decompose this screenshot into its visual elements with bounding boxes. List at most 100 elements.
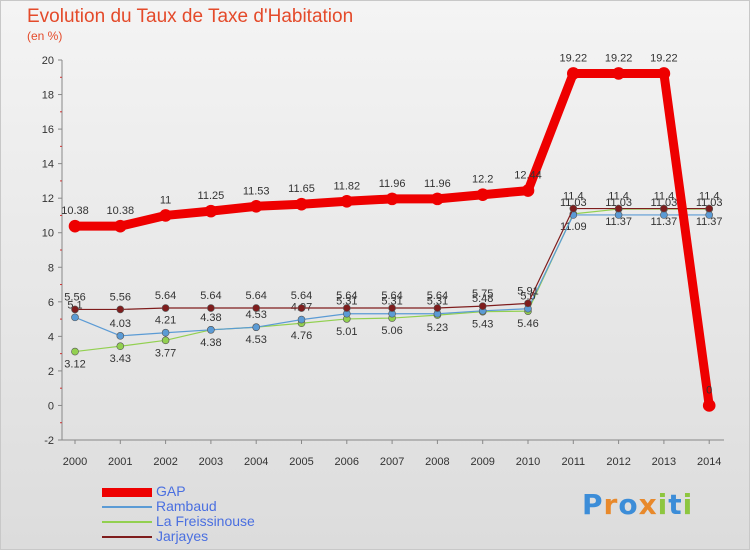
data-label: 5.31 [381, 296, 402, 308]
data-label: 5.75 [472, 288, 493, 300]
data-label: 4.53 [245, 334, 266, 346]
data-label: 5.64 [245, 290, 266, 302]
data-label: 5.1 [67, 299, 82, 311]
data-point [249, 200, 263, 213]
data-label: 11.03 [696, 197, 723, 209]
data-label: 11.4 [563, 191, 584, 203]
data-label: 5.23 [427, 322, 448, 334]
legend-swatch [102, 506, 152, 508]
logo-letter: r [603, 488, 619, 521]
series-rambaud: 5.14.034.214.384.534.975.315.315.315.485… [67, 197, 723, 340]
data-point [340, 194, 354, 208]
legend-label: Jarjayes [156, 528, 209, 544]
logo-letter: o [618, 488, 639, 521]
data-label: 4.38 [200, 312, 221, 324]
data-label: 11.53 [243, 185, 270, 197]
data-point [161, 304, 170, 312]
data-point [612, 67, 625, 80]
data-label: 0 [706, 384, 712, 396]
logo-letter: x [638, 488, 658, 521]
data-point [252, 304, 261, 312]
legend-swatch [102, 521, 152, 523]
data-point [342, 304, 351, 312]
legend-label: GAP [156, 483, 186, 499]
data-label: 11.03 [651, 197, 678, 209]
data-label: 5.31 [427, 296, 448, 308]
data-point [297, 304, 306, 312]
y-tick-label: 14 [42, 159, 54, 171]
data-label: 11.4 [608, 191, 629, 203]
y-tick-label: 12 [42, 193, 54, 205]
data-label: 11.96 [379, 178, 406, 190]
data-label: 5.43 [472, 319, 493, 331]
data-label: 11.82 [333, 180, 360, 192]
data-label: 11.4 [654, 191, 675, 203]
data-label: 19.22 [560, 52, 588, 64]
data-label: 10.38 [61, 205, 89, 217]
data-point [476, 188, 490, 202]
data-label: 11.65 [288, 183, 315, 195]
series-jarjayes: 5.56 5.56 5.64 5.64 5.64 5.64 5.64 5.64 5.64 5.75… [64, 191, 720, 314]
y-tick-label: -2 [44, 435, 54, 447]
data-point [657, 67, 671, 80]
legend-swatch [102, 487, 152, 497]
data-label: 3.12 [64, 359, 85, 371]
data-label: 4.38 [200, 337, 221, 349]
y-tick-label: 20 [42, 55, 54, 67]
x-tick-label: 2000 [63, 456, 87, 468]
x-tick-label: 2010 [516, 456, 540, 468]
data-label: 5.91 [517, 285, 538, 297]
legend-swatch [102, 536, 152, 538]
data-point [614, 211, 623, 219]
x-tick-label: 2007 [380, 456, 404, 468]
x-tick-label: 2014 [697, 456, 721, 468]
data-point [161, 336, 170, 345]
data-point [204, 204, 218, 218]
x-tick-label: 2003 [199, 456, 223, 468]
data-point [207, 325, 215, 334]
data-label: 3.77 [155, 347, 176, 359]
data-label: 5.56 [110, 291, 131, 303]
y-tick-label: 10 [42, 228, 54, 240]
y-tick-label: 6 [48, 297, 54, 309]
data-point [68, 219, 82, 233]
data-label: 5.64 [200, 290, 221, 302]
data-point [660, 211, 668, 219]
data-label: 5.64 [381, 290, 402, 302]
data-label: 19.22 [650, 52, 678, 64]
data-label: 5.6 [520, 291, 535, 303]
data-label: 11.4 [699, 191, 720, 203]
data-label: 3.43 [110, 353, 131, 365]
chart-title: Evolution du Taux de Taxe d'Habitation [27, 6, 354, 27]
data-point [385, 192, 399, 206]
x-tick-label: 2004 [244, 456, 268, 468]
data-label: 5.64 [336, 290, 357, 302]
data-label: 5.56 [64, 291, 85, 303]
data-point [660, 204, 668, 213]
data-label: 11 [160, 194, 171, 206]
y-tick-label: 18 [42, 90, 54, 102]
logo-letter: i [657, 488, 669, 521]
data-point [433, 304, 442, 312]
data-label: 10.38 [107, 205, 135, 217]
series-gap: 10.38 10.38 11 11.25 11.53 11.65 11.82 11.96 11.… [61, 52, 716, 412]
data-point [297, 315, 306, 324]
y-tick-label: 8 [48, 262, 54, 274]
data-point [116, 332, 125, 340]
data-label: 5.64 [427, 290, 448, 302]
data-label: 5.64 [291, 290, 312, 302]
data-point [71, 305, 79, 314]
data-label: 4.53 [245, 309, 266, 321]
data-point [566, 67, 580, 80]
data-label: 11.96 [424, 178, 451, 190]
data-point [161, 328, 170, 337]
y-tick-label: 4 [48, 331, 54, 343]
y-tick-label: 16 [42, 124, 54, 136]
data-label: 4.03 [110, 318, 131, 330]
x-tick-label: 2006 [335, 456, 359, 468]
data-point [705, 211, 714, 219]
logo-letter: P [582, 488, 604, 521]
data-point [614, 204, 623, 213]
